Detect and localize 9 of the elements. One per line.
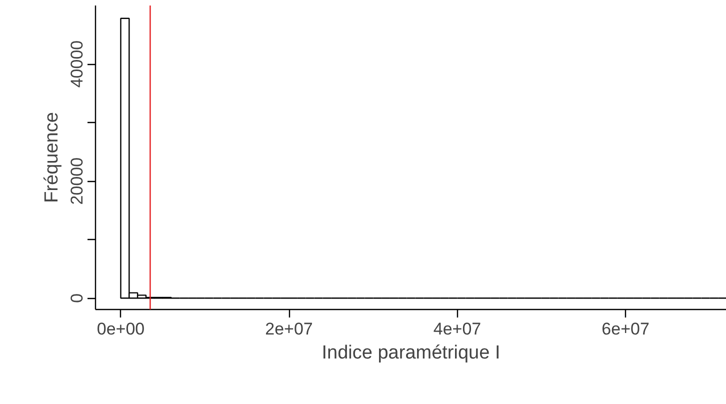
- x-axis-title: Indice paramétrique I: [322, 342, 500, 364]
- x-tick-label: 0e+00: [96, 320, 145, 338]
- y-tick-label: 0: [68, 293, 86, 303]
- y-tick-label: 20000: [68, 157, 86, 205]
- y-axis-title: Fréquence: [42, 112, 62, 203]
- x-tick-label: 4e+07: [433, 320, 482, 338]
- x-tick-label: 2e+07: [265, 320, 313, 338]
- x-tick-label: 6e+07: [602, 320, 650, 338]
- y-tick-label: 40000: [68, 40, 86, 88]
